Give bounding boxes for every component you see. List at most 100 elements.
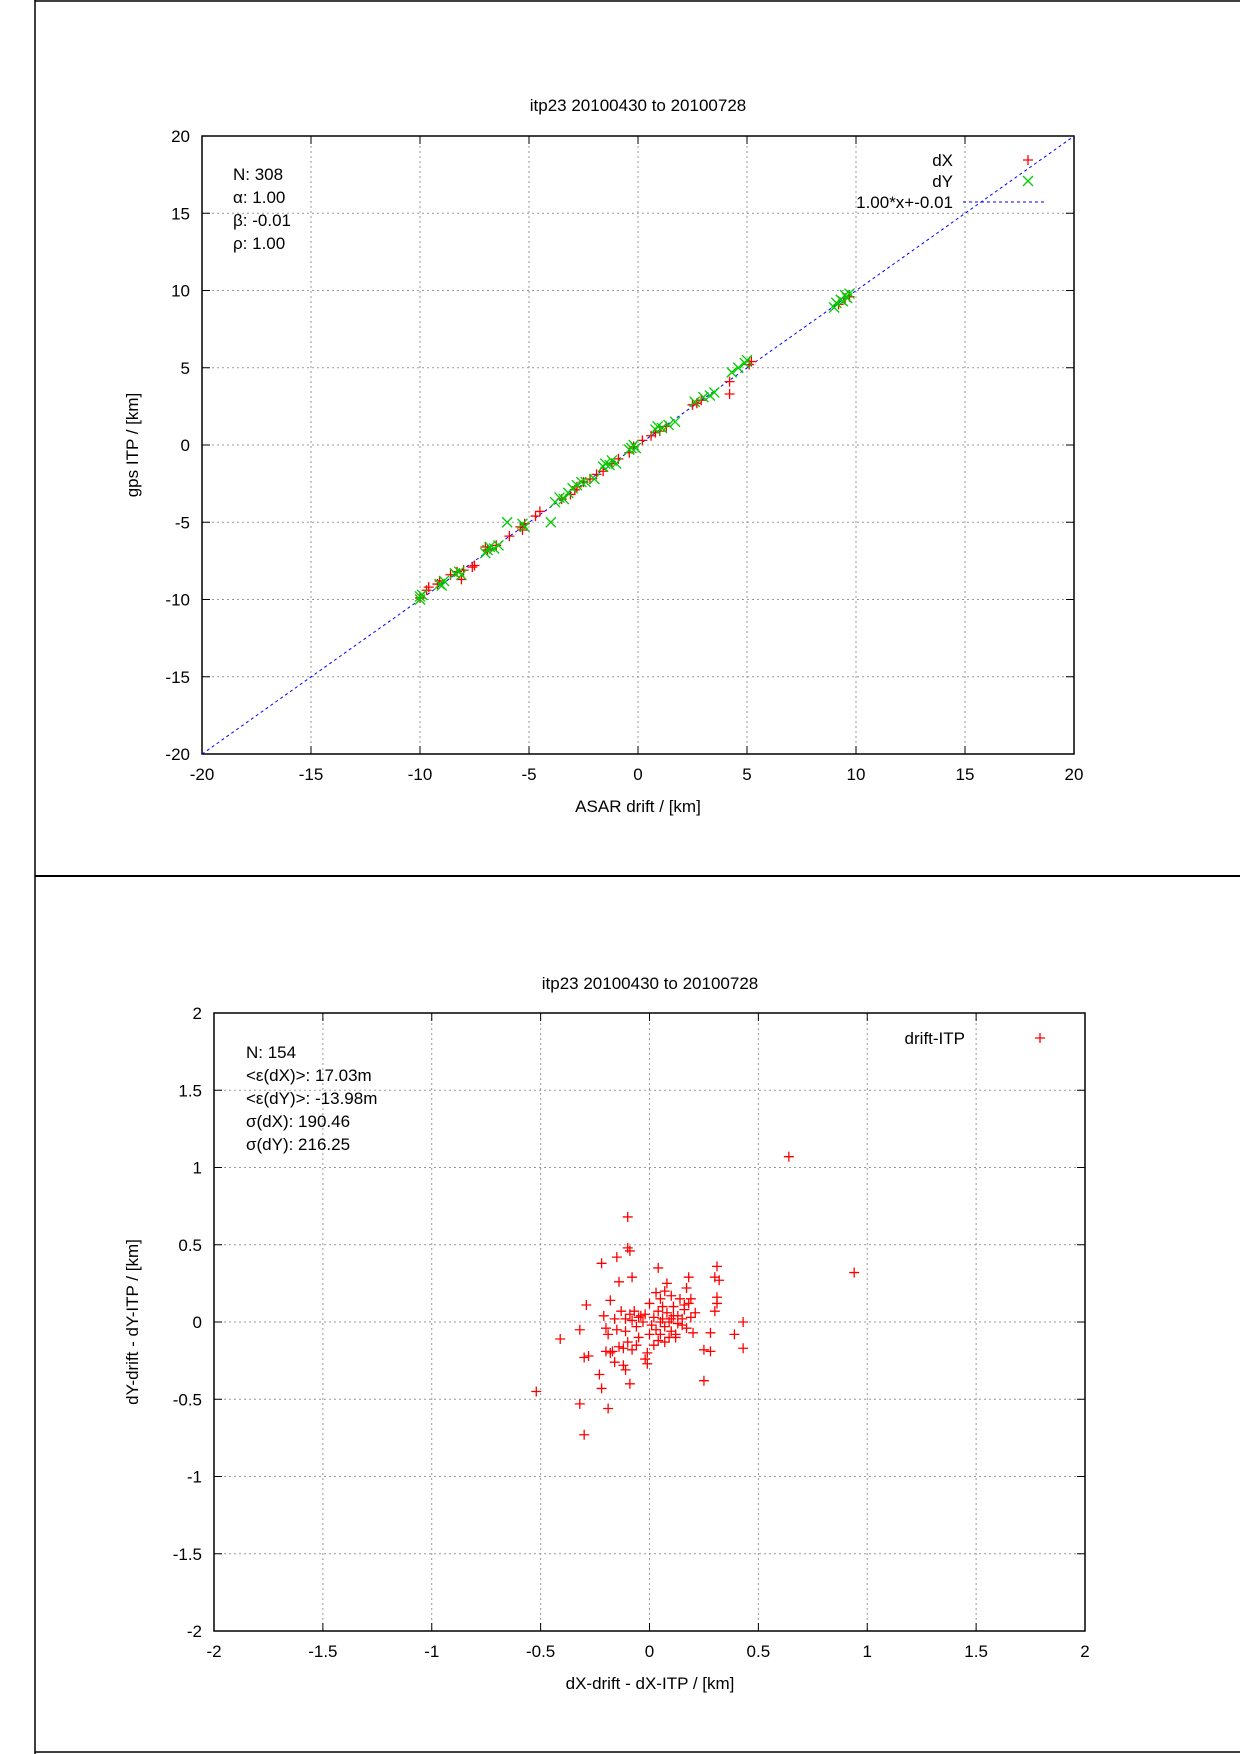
data-point-drift-itp <box>609 1313 620 1324</box>
x-tick-label: 2 <box>1080 1642 1089 1661</box>
y-tick-label: -1.5 <box>173 1545 202 1564</box>
data-point-drift-itp <box>611 1324 622 1335</box>
data-point-dy <box>545 516 557 528</box>
data-point-dy <box>741 354 753 366</box>
data-point-drift-itp <box>653 1306 664 1317</box>
plot-frame <box>201 135 1075 755</box>
data-point-drift-itp <box>574 1324 585 1335</box>
data-point-drift-itp <box>531 1386 542 1397</box>
y-tick-label: -0.5 <box>173 1390 202 1409</box>
x-tick-label: 10 <box>847 765 866 784</box>
data-point-drift-itp <box>655 1293 666 1304</box>
data-point-dx <box>530 511 541 522</box>
legend-label: dY <box>932 172 953 191</box>
data-point-drift-itp <box>631 1340 642 1351</box>
data-point-drift-itp <box>640 1354 651 1365</box>
data-point-dx <box>504 531 515 542</box>
y-axis-label: dY-drift - dY-ITP / [km] <box>123 1239 142 1405</box>
y-tick-label: 5 <box>181 359 190 378</box>
data-point-dy <box>669 416 681 428</box>
x-tick-label: -15 <box>299 765 324 784</box>
data-point-drift-itp <box>685 1293 696 1304</box>
plot-frame <box>213 1012 1086 1632</box>
y-tick-label: -5 <box>175 513 190 532</box>
data-point-drift-itp <box>635 1310 646 1321</box>
data-point-drift-itp <box>644 1298 655 1309</box>
data-point-drift-itp <box>605 1295 616 1306</box>
legend-marker <box>1035 1033 1045 1043</box>
y-tick-label: -20 <box>165 745 190 764</box>
data-point-drift-itp <box>698 1375 709 1386</box>
x-axis-label: ASAR drift / [km] <box>575 797 701 816</box>
legend-marker <box>1022 175 1034 187</box>
data-point-drift-itp <box>616 1306 627 1317</box>
data-point-dy <box>519 521 531 533</box>
data-point-drift-itp <box>555 1333 566 1344</box>
data-point-drift-itp <box>614 1276 625 1287</box>
y-tick-label: 15 <box>171 204 190 223</box>
stats-annotation: σ(dY): 216.25 <box>246 1135 350 1154</box>
data-point-dy <box>663 419 674 431</box>
data-point-drift-itp <box>624 1245 635 1256</box>
x-tick-label: 15 <box>956 765 975 784</box>
data-point-drift-itp <box>651 1287 662 1298</box>
data-point-drift-itp <box>600 1323 611 1334</box>
data-point-drift-itp <box>648 1340 659 1351</box>
x-tick-label: -5 <box>521 765 536 784</box>
y-tick-label: 20 <box>171 127 190 146</box>
data-point-dy <box>689 396 701 408</box>
data-point-drift-itp <box>642 1347 653 1358</box>
data-point-drift-itp <box>659 1321 670 1332</box>
data-point-drift-itp <box>644 1329 655 1340</box>
data-point-drift-itp <box>600 1346 611 1357</box>
y-tick-label: 2 <box>193 1004 202 1023</box>
data-point-drift-itp <box>688 1327 699 1338</box>
data-point-drift-itp <box>596 1383 607 1394</box>
data-point-dy <box>732 362 744 374</box>
data-point-drift-itp <box>648 1312 659 1323</box>
legend-label: dX <box>932 151 953 170</box>
data-point-drift-itp <box>618 1360 629 1371</box>
data-point-drift-itp <box>783 1151 794 1162</box>
data-point-drift-itp <box>594 1369 605 1380</box>
data-point-drift-itp <box>627 1272 638 1283</box>
data-point-drift-itp <box>622 1337 633 1348</box>
data-point-dx <box>598 466 609 477</box>
data-point-drift-itp <box>653 1335 664 1346</box>
data-point-drift-itp <box>620 1326 631 1337</box>
data-point-drift-itp <box>677 1313 688 1324</box>
y-tick-label: 0 <box>181 436 190 455</box>
data-point-dx <box>724 376 735 387</box>
data-point-dx <box>534 506 545 517</box>
stats-annotation: ρ: 1.00 <box>233 234 285 253</box>
data-point-drift-itp <box>690 1307 701 1318</box>
data-point-dy <box>656 422 668 434</box>
data-point-dy <box>558 493 570 505</box>
data-point-dx <box>585 473 596 484</box>
stats-annotation: N: 154 <box>246 1043 296 1062</box>
data-point-drift-itp <box>651 1324 662 1335</box>
x-tick-label: 1.5 <box>964 1642 988 1661</box>
x-tick-label: -20 <box>190 765 215 784</box>
data-point-drift-itp <box>640 1309 651 1320</box>
data-point-drift-itp <box>685 1312 696 1323</box>
data-point-dy <box>580 476 592 488</box>
data-point-drift-itp <box>705 1327 716 1338</box>
data-point-drift-itp <box>624 1378 635 1389</box>
y-tick-label: -1 <box>187 1468 202 1487</box>
data-point-drift-itp <box>655 1329 666 1340</box>
data-point-drift-itp <box>583 1350 594 1361</box>
data-point-drift-itp <box>603 1329 614 1340</box>
data-point-dx <box>456 574 467 585</box>
data-point-drift-itp <box>849 1267 860 1278</box>
chart-title: itp23 20100430 to 20100728 <box>542 974 758 993</box>
data-point-drift-itp <box>631 1321 642 1332</box>
data-point-drift-itp <box>712 1292 723 1303</box>
data-point-drift-itp <box>709 1272 720 1283</box>
data-point-dx <box>469 560 480 571</box>
y-axis-label: gps ITP / [km] <box>123 393 142 498</box>
data-point-drift-itp <box>674 1293 685 1304</box>
data-point-drift-itp <box>681 1283 692 1294</box>
y-tick-label: -10 <box>165 591 190 610</box>
